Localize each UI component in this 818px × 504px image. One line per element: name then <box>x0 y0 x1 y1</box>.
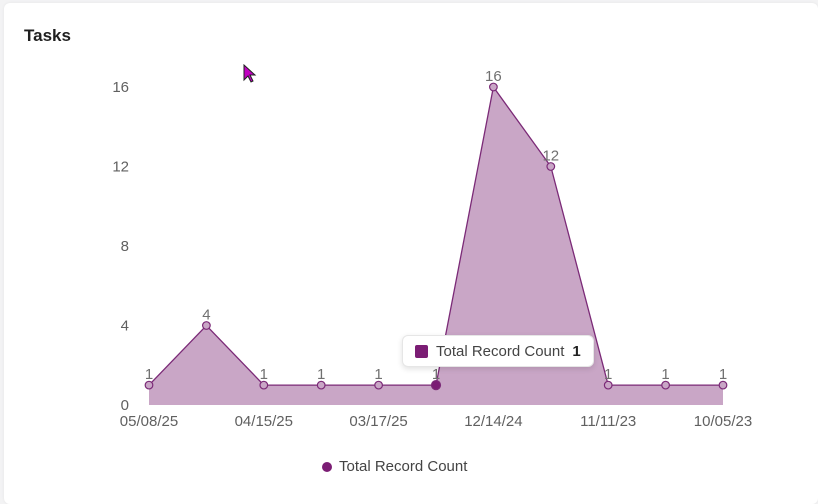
x-tick-label: 10/05/23 <box>694 413 752 430</box>
data-label: 16 <box>485 68 502 85</box>
legend-marker-icon <box>322 461 332 472</box>
tooltip-swatch <box>415 344 428 358</box>
chart-legend[interactable]: Total Record Count <box>322 458 467 475</box>
x-tick-label: 11/11/23 <box>580 413 636 430</box>
data-label: 1 <box>604 366 612 383</box>
tooltip-value: 1 <box>572 342 581 360</box>
card-title: Tasks <box>24 26 71 45</box>
chart-card: Tasks <box>4 3 818 504</box>
data-labels: 1 4 1 1 1 1 16 12 1 1 1 <box>145 68 727 383</box>
data-point[interactable] <box>374 380 384 390</box>
tooltip-series-name: Total Record Count <box>436 342 565 360</box>
data-point[interactable] <box>546 162 556 171</box>
x-tick-label: 04/15/25 <box>235 413 293 430</box>
y-tick-label: 4 <box>121 318 129 335</box>
data-label: 1 <box>432 366 440 383</box>
data-point[interactable] <box>489 82 498 92</box>
data-label: 1 <box>661 366 669 383</box>
series-area <box>149 87 723 405</box>
data-point[interactable] <box>144 380 154 390</box>
x-tick-label: 12/14/24 <box>464 413 522 430</box>
y-tick-label: 0 <box>121 397 129 414</box>
chart-tooltip: Total Record Count 1 <box>402 335 594 367</box>
data-point[interactable] <box>316 380 326 390</box>
y-tick-label: 8 <box>121 238 129 255</box>
data-label: 12 <box>542 148 559 165</box>
x-axis: 05/08/25 04/15/25 03/17/25 12/14/24 11/11/23… <box>120 413 752 430</box>
data-label: 1 <box>260 366 268 383</box>
data-point[interactable] <box>201 321 211 330</box>
series-markers <box>144 82 728 391</box>
x-tick-label: 05/08/25 <box>120 413 178 430</box>
data-label: 1 <box>374 366 382 383</box>
data-point[interactable] <box>661 380 670 390</box>
data-label: 1 <box>145 366 153 383</box>
data-point[interactable] <box>259 380 269 390</box>
y-tick-label: 12 <box>112 159 129 176</box>
x-tick-label: 03/17/25 <box>349 413 407 430</box>
data-point[interactable] <box>718 380 728 390</box>
data-point-active[interactable] <box>430 380 442 391</box>
data-label: 4 <box>202 307 210 324</box>
data-label: 1 <box>317 366 325 383</box>
y-axis: 0 4 8 12 16 <box>112 79 129 414</box>
data-label: 1 <box>719 366 727 383</box>
legend-label[interactable]: Total Record Count <box>339 458 468 475</box>
data-point[interactable] <box>603 380 613 390</box>
y-tick-label: 16 <box>112 79 129 96</box>
mouse-pointer-icon <box>243 64 257 83</box>
